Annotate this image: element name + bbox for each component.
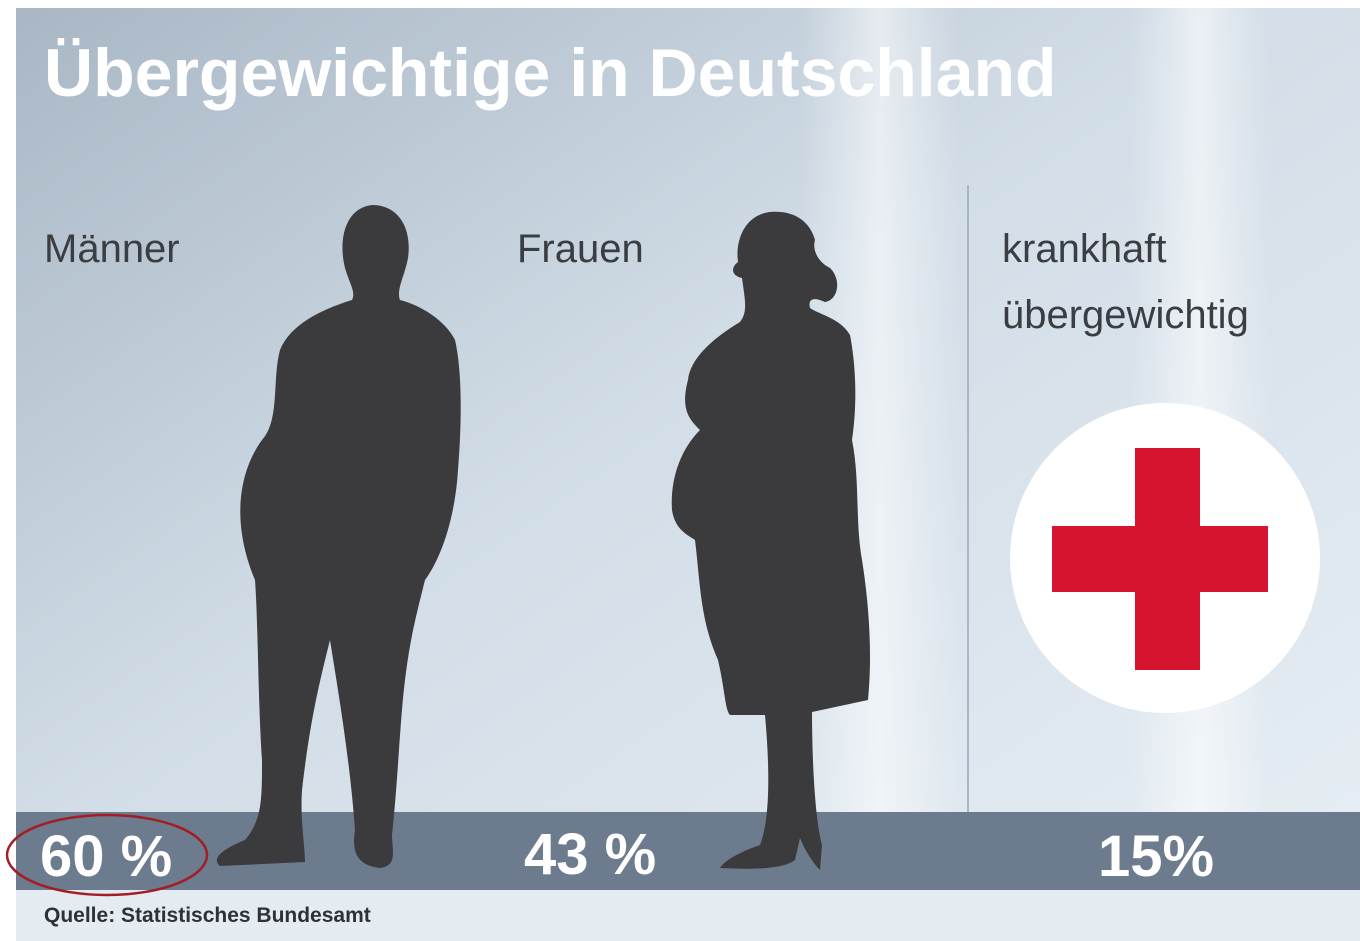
panel-label: übergewichtig bbox=[1002, 293, 1249, 337]
source: Quelle: Statistisches Bundesamt bbox=[44, 904, 371, 927]
panel-label: krankhaft bbox=[1002, 227, 1167, 271]
page: Infographic html, body { margin: 0; padd… bbox=[0, 0, 1360, 941]
panel-value: 60 % bbox=[40, 824, 172, 889]
infographic: Übergewichtige in Deutschland Männer Fra… bbox=[0, 0, 1360, 941]
panel-value: 43 % bbox=[524, 822, 656, 887]
panel-label: Männer bbox=[44, 227, 180, 271]
body: {"title": "Übergewichtige in Deutschland… bbox=[0, 0, 1360, 941]
title: Übergewichtige in Deutschland bbox=[44, 35, 1057, 111]
panel-value: 15% bbox=[1098, 824, 1214, 889]
panel-label: Frauen bbox=[517, 227, 644, 271]
